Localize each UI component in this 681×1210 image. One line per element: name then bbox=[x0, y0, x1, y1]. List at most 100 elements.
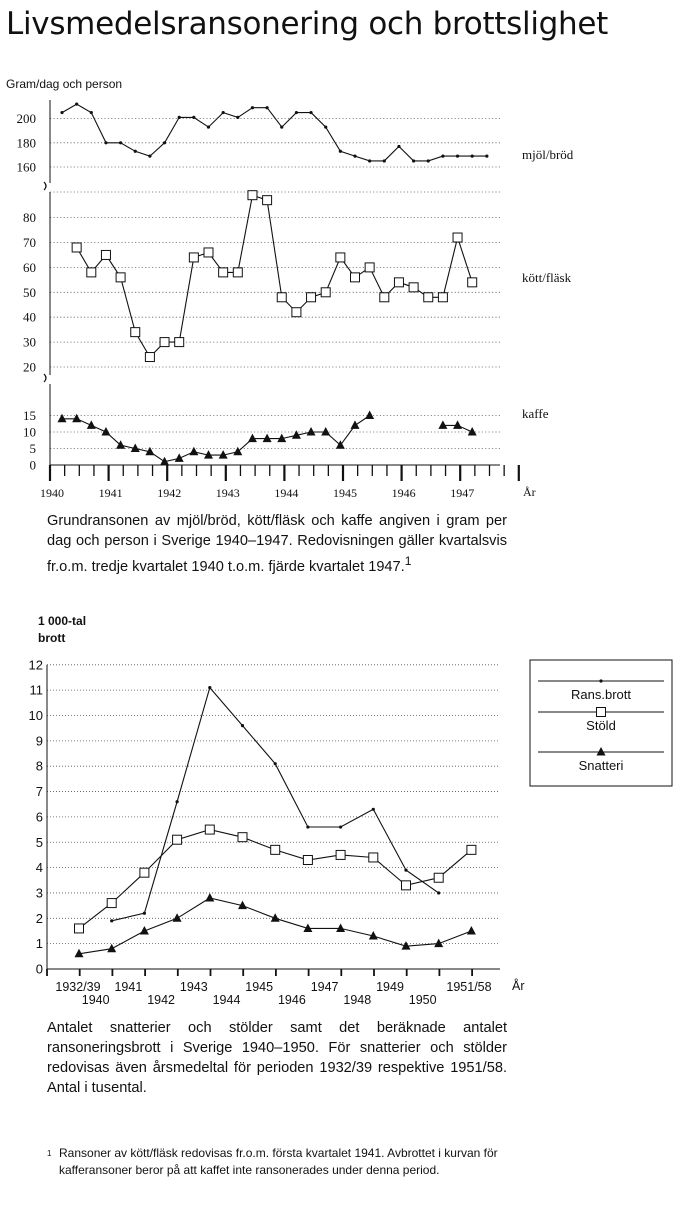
data-point bbox=[397, 144, 401, 149]
caption1-note-mark: 1 bbox=[404, 554, 412, 568]
data-point bbox=[441, 154, 445, 158]
y-tick-label: 160 bbox=[17, 160, 37, 175]
data-point bbox=[89, 110, 93, 115]
crime-chart: 1 000-talbrott01234567891011121932/39194… bbox=[29, 614, 673, 1007]
data-point bbox=[353, 154, 357, 158]
x-tick-label: 1946 bbox=[278, 993, 306, 1007]
data-point bbox=[262, 433, 272, 443]
data-point bbox=[192, 115, 196, 119]
data-point bbox=[408, 282, 419, 293]
data-point bbox=[336, 923, 346, 932]
y-tick-label: 40 bbox=[23, 310, 36, 325]
data-point bbox=[86, 267, 97, 278]
y-tick-label: 10 bbox=[29, 708, 43, 723]
data-point bbox=[438, 420, 448, 429]
legend-label: Snatteri bbox=[579, 758, 624, 773]
x-tick-label: 1943 bbox=[180, 980, 208, 994]
x-tick-label: 1951/58 bbox=[446, 980, 491, 994]
caption1-text: Grundransonen av mjöl/bröd, kött/fläsk o… bbox=[47, 513, 507, 575]
series-label: mjöl/bröd bbox=[522, 147, 574, 162]
y-tick-label: 15 bbox=[23, 408, 36, 423]
x-ticks bbox=[48, 465, 520, 481]
data-point bbox=[452, 232, 463, 243]
data-point bbox=[466, 925, 476, 935]
crime-chart-caption: Antalet snatterier och stölder samt det … bbox=[47, 1020, 507, 1096]
data-point bbox=[365, 410, 375, 419]
data-point bbox=[262, 195, 273, 206]
x-tick-label: 1947 bbox=[450, 486, 474, 500]
data-point bbox=[238, 900, 247, 910]
data-point bbox=[433, 872, 444, 883]
data-point bbox=[270, 913, 280, 922]
data-point bbox=[294, 110, 298, 115]
x-tick-label: 1941 bbox=[114, 980, 142, 994]
x-tick-label: 1945 bbox=[333, 486, 357, 500]
legend: Rans.brott Stöld Snatteri bbox=[529, 659, 673, 787]
data-point bbox=[142, 911, 146, 915]
data-point bbox=[265, 106, 269, 110]
y-axis-title-line2: brott bbox=[38, 631, 65, 645]
y-tick-label: 12 bbox=[29, 657, 43, 672]
data-point bbox=[350, 272, 360, 283]
series-triangle bbox=[74, 893, 476, 958]
series-line bbox=[61, 103, 487, 162]
legend-marker bbox=[599, 679, 603, 683]
data-point bbox=[71, 242, 82, 253]
data-point bbox=[119, 141, 123, 145]
data-point bbox=[236, 115, 240, 119]
x-tick-label: 1932/39 bbox=[55, 980, 100, 994]
data-point bbox=[393, 277, 404, 288]
legend-marker bbox=[596, 707, 606, 717]
data-point bbox=[160, 456, 170, 466]
data-point bbox=[276, 292, 287, 303]
data-point bbox=[364, 262, 375, 273]
data-point bbox=[466, 844, 477, 855]
data-point bbox=[101, 427, 111, 436]
data-point bbox=[455, 154, 460, 158]
data-point bbox=[110, 919, 114, 923]
data-point bbox=[467, 427, 477, 436]
data-point bbox=[100, 249, 111, 260]
data-point bbox=[270, 844, 281, 855]
y-tick-label: 1 bbox=[36, 936, 43, 951]
data-point bbox=[174, 337, 185, 348]
x-tick-label: 1943 bbox=[216, 486, 240, 500]
data-point bbox=[218, 267, 229, 278]
footnote: 1 Ransoner av kött/fläsk redovisas fr.o.… bbox=[47, 1145, 517, 1179]
footnote-text: Ransoner av kött/fläsk redovisas fr.o.m.… bbox=[59, 1146, 498, 1177]
y-tick-label: 30 bbox=[23, 335, 36, 350]
data-point bbox=[174, 453, 184, 462]
data-point bbox=[221, 110, 225, 115]
data-point bbox=[273, 762, 277, 766]
x-tick-label: 1944 bbox=[274, 486, 298, 500]
data-point bbox=[309, 110, 313, 115]
data-point bbox=[335, 849, 346, 860]
data-point bbox=[302, 854, 313, 865]
x-tick-label: 1941 bbox=[99, 486, 123, 500]
data-point bbox=[148, 154, 152, 158]
y-tick-label: 20 bbox=[23, 360, 36, 375]
data-point bbox=[426, 159, 430, 163]
data-point bbox=[321, 427, 331, 436]
y-axis-title: Gram/dag och person bbox=[6, 77, 122, 91]
x-tick-label: 1942 bbox=[147, 993, 175, 1007]
data-point bbox=[57, 413, 67, 423]
series-dot bbox=[110, 686, 441, 923]
x-tick-label: 1940 bbox=[82, 993, 110, 1007]
data-point bbox=[338, 149, 342, 153]
y-tick-label: 0 bbox=[30, 458, 37, 473]
gridlines bbox=[50, 118, 500, 466]
page-title: Livsmedelsransonering och brottslighet bbox=[6, 6, 608, 42]
x-tick-label: 1942 bbox=[157, 486, 181, 500]
data-point bbox=[291, 307, 302, 318]
series-line bbox=[76, 194, 473, 358]
data-point bbox=[404, 868, 408, 872]
data-point bbox=[206, 125, 211, 129]
data-point bbox=[303, 923, 313, 932]
data-point bbox=[401, 880, 411, 891]
data-point bbox=[133, 149, 137, 153]
x-axis-title: År bbox=[512, 978, 525, 993]
y-tick-label: 5 bbox=[30, 441, 37, 456]
data-point bbox=[306, 427, 316, 436]
